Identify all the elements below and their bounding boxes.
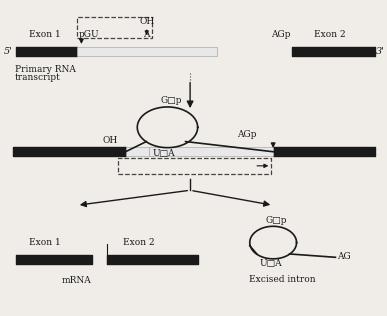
Text: pGU: pGU [79,30,99,39]
Text: AG: AG [337,252,351,260]
Text: Exon 1: Exon 1 [29,30,61,39]
Text: G□p: G□p [265,216,287,225]
Text: mRNA: mRNA [62,276,92,285]
Text: 5': 5' [4,47,13,56]
Text: 3': 3' [376,47,385,56]
Text: OH: OH [103,136,118,145]
Text: Excised intron: Excised intron [249,275,316,283]
Text: A: A [144,30,150,39]
Text: Exon 1: Exon 1 [29,238,61,247]
Text: AGp: AGp [237,130,257,139]
Text: AGp: AGp [271,30,291,39]
Text: OH: OH [139,17,154,26]
Text: U□A: U□A [260,259,283,269]
Text: Exon 2: Exon 2 [314,30,346,39]
Text: G□p: G□p [161,96,182,105]
Text: transcript: transcript [15,73,60,82]
Text: Exon 2: Exon 2 [123,238,155,247]
Text: U□A: U□A [152,149,175,158]
Text: Primary RNA: Primary RNA [15,65,75,74]
